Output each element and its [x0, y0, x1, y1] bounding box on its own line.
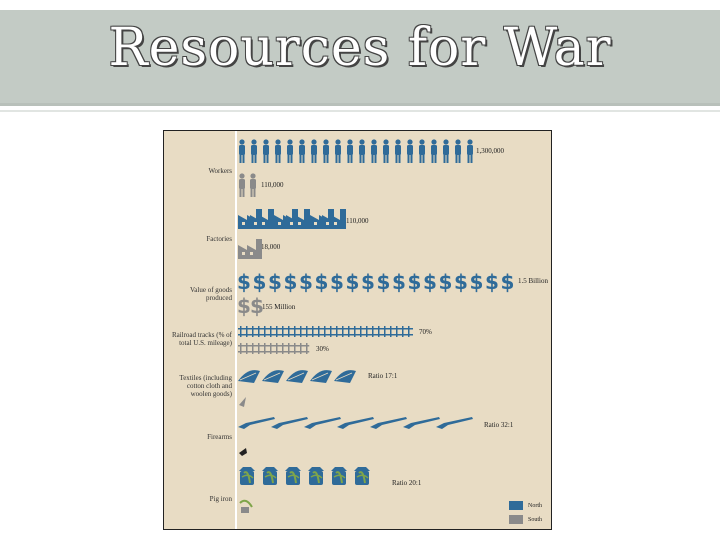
dollar-north-icon: $	[470, 270, 484, 294]
worker-north-icon	[347, 139, 353, 163]
title-divider	[0, 103, 720, 106]
row-label-goods: Value of goods produced	[190, 286, 232, 302]
factory-north-icon	[322, 209, 346, 229]
worker-north-icon	[431, 139, 437, 163]
factory-south-icon	[238, 239, 262, 259]
railroad-south-icon	[238, 343, 310, 354]
worker-north-icon	[323, 139, 329, 163]
rifle-north-icon	[337, 417, 374, 429]
legend-south-swatch	[509, 515, 523, 524]
value-pig-iron-ratio: Ratio 20:1	[392, 479, 422, 487]
worker-north-icon	[455, 139, 461, 163]
textile-north-icon	[238, 370, 260, 383]
textile-north-icon	[286, 370, 308, 383]
row-label-textiles: Textiles (including cotton cloth and woo…	[179, 374, 232, 398]
axis-divider	[235, 131, 237, 529]
factory-north-icon	[250, 209, 274, 229]
row-label-factories: Factories	[206, 235, 232, 243]
worker-north-icon	[287, 139, 293, 163]
dollar-north-icon: $	[423, 270, 437, 294]
dollar-north-icon: $	[439, 270, 453, 294]
legend-south-label: South	[528, 517, 543, 523]
dollar-north-icon: $	[284, 270, 298, 294]
value-factories-north: 110,000	[346, 217, 369, 225]
legend-north-label: North	[528, 503, 542, 509]
dollar-north-icon: $	[392, 270, 406, 294]
worker-north-icon	[419, 139, 425, 163]
worker-north-icon	[251, 139, 257, 163]
worker-north-icon	[443, 139, 449, 163]
dollar-north-icon: $	[237, 270, 251, 294]
value-workers-north: 1,300,000	[476, 147, 504, 155]
worker-north-icon	[467, 139, 473, 163]
factory-north-icon	[286, 209, 310, 229]
worker-north-icon	[383, 139, 389, 163]
dollar-south-icon: $	[237, 294, 251, 318]
value-factories-south: 18,000	[261, 243, 281, 251]
legend-north-swatch	[509, 501, 523, 510]
rifle-north-icon	[238, 417, 275, 429]
pig-iron-north-icon	[308, 467, 324, 485]
value-railroad-north: 70%	[419, 328, 432, 336]
value-workers-south: 110,000	[261, 181, 284, 189]
pig-iron-north-icon	[331, 467, 347, 485]
title-bar	[0, 10, 720, 105]
pig-iron-south-icon	[239, 499, 253, 513]
rifle-north-icon	[271, 417, 308, 429]
dollar-north-icon: $	[408, 270, 422, 294]
dollar-north-icon: $	[501, 270, 515, 294]
dollar-north-icon: $	[485, 270, 499, 294]
dollar-north-icon: $	[315, 270, 329, 294]
worker-north-icon	[371, 139, 377, 163]
rifle-south-icon	[239, 448, 247, 456]
worker-north-icon	[395, 139, 401, 163]
dollar-north-icon: $	[253, 270, 267, 294]
textile-south-icon	[239, 397, 246, 407]
dollar-south-icon: $	[250, 294, 264, 318]
rifle-north-icon	[436, 417, 473, 429]
value-railroad-south: 30%	[316, 345, 329, 353]
value-textiles-ratio: Ratio 17:1	[368, 372, 398, 380]
value-firearms-ratio: Ratio 32:1	[484, 421, 514, 429]
worker-south-icon	[250, 173, 256, 197]
value-goods-south: 155 Million	[262, 303, 296, 311]
textile-north-icon	[262, 370, 284, 383]
pig-iron-north-icon	[239, 467, 255, 485]
worker-north-icon	[263, 139, 269, 163]
worker-north-icon	[335, 139, 341, 163]
worker-north-icon	[275, 139, 281, 163]
rifle-north-icon	[304, 417, 341, 429]
dollar-north-icon: $	[268, 270, 282, 294]
worker-north-icon	[407, 139, 413, 163]
row-label-railroad: Railroad tracks (% of total U.S. mileage…	[171, 331, 232, 347]
dollar-north-icon: $	[361, 270, 375, 294]
title-divider-light	[0, 110, 720, 112]
pictograph-chart: Workers Factories Value of goods produce…	[163, 130, 552, 530]
worker-north-icon	[239, 139, 245, 163]
worker-south-icon	[239, 173, 245, 197]
dollar-north-icon: $	[346, 270, 360, 294]
row-label-firearms: Firearms	[207, 433, 232, 441]
worker-north-icon	[359, 139, 365, 163]
row-label-pig-iron: Pig iron	[209, 495, 232, 503]
dollar-north-icon: $	[377, 270, 391, 294]
dollar-north-icon: $	[299, 270, 313, 294]
rifle-north-icon	[403, 417, 440, 429]
pig-iron-north-icon	[285, 467, 301, 485]
railroad-north-icon	[238, 326, 413, 337]
textile-north-icon	[334, 370, 356, 383]
pig-iron-north-icon	[354, 467, 370, 485]
dollar-north-icon: $	[454, 270, 468, 294]
worker-north-icon	[311, 139, 317, 163]
value-goods-north: 1.5 Billion	[518, 277, 548, 285]
pig-iron-north-icon	[262, 467, 278, 485]
chart-marks: $ $ $ $ $ $ $ $ $ $ $ $ $ $ $ $ $ $$ $	[237, 139, 515, 513]
slide-title: Resources for War	[108, 18, 612, 78]
row-label-workers: Workers	[208, 167, 232, 175]
dollar-north-icon: $	[330, 270, 344, 294]
textile-north-icon	[310, 370, 332, 383]
rifle-north-icon	[370, 417, 407, 429]
worker-north-icon	[299, 139, 305, 163]
